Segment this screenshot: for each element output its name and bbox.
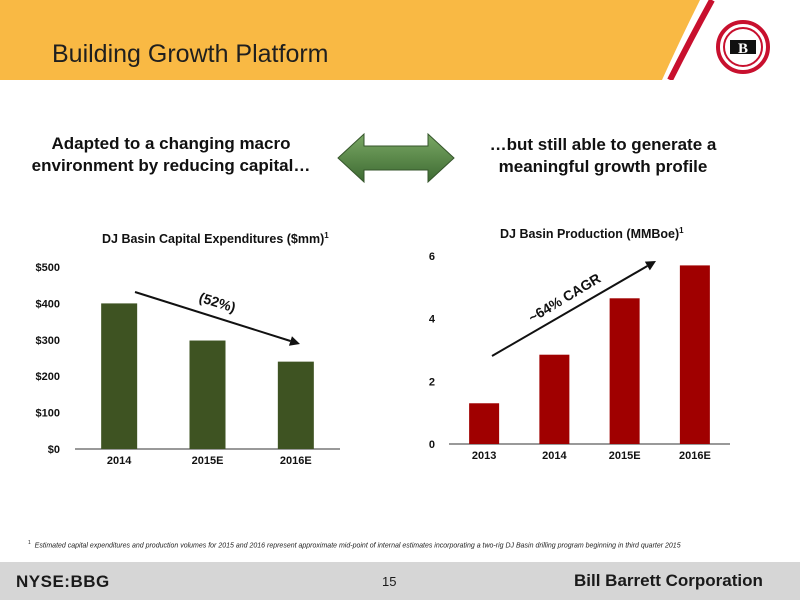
capex-xtick: 2016E (280, 455, 312, 467)
prod-ytick: 2 (429, 376, 435, 388)
logo-letter: B (738, 41, 748, 57)
capex-chart-title: DJ Basin Capital Expenditures ($mm)1 (102, 231, 329, 247)
capex-ytick: $400 (36, 298, 60, 310)
prod-bar (469, 403, 500, 444)
capex-ytick: $100 (36, 408, 60, 420)
capex-xtick: 2014 (107, 455, 132, 467)
production-chart-title: DJ Basin Production (MMBoe)1 (500, 226, 684, 242)
company-name: Bill Barrett Corporation (574, 571, 763, 590)
prod-trend-arrowhead (644, 261, 656, 271)
capex-ytick: $200 (36, 371, 60, 383)
prod-xtick: 2015E (609, 450, 641, 462)
prod-bar (679, 265, 710, 444)
prod-trend-arrow (491, 265, 648, 357)
capex-xtick: 2015E (192, 455, 224, 467)
left-statement: Adapted to a changing macro environment … (31, 134, 311, 175)
capex-trend-arrowhead (288, 336, 300, 346)
slide-title: Building Growth Platform (52, 40, 329, 68)
page-number: 15 (382, 574, 397, 589)
capex-ytick: $300 (36, 335, 60, 347)
capex-bar (189, 340, 226, 449)
stock-ticker: NYSE:BBG (16, 572, 110, 591)
prod-annotation: ~64% CAGR (525, 270, 603, 326)
prod-xtick: 2016E (679, 450, 711, 462)
prod-ytick: 4 (429, 314, 436, 326)
prod-xtick: 2014 (542, 450, 567, 462)
header-bar: Building Growth Platform (0, 0, 800, 80)
right-statement: …but still able to generate a meaningful… (489, 135, 717, 176)
capex-annotation: (52%) (197, 289, 237, 315)
prod-bar (609, 298, 640, 444)
prod-bar (539, 354, 570, 444)
capex-ytick: $500 (36, 262, 60, 274)
capex-bar (277, 361, 314, 449)
capex-ytick: $0 (48, 444, 60, 456)
footer-bar: NYSE:BBG 15 Bill Barrett Corporation (0, 562, 800, 600)
prod-ytick: 0 (429, 439, 435, 451)
capex-trend-arrow (134, 291, 291, 342)
prod-xtick: 2013 (472, 450, 496, 462)
prod-ytick: 6 (429, 251, 435, 263)
double-arrow-icon (337, 132, 455, 184)
company-logo: B (716, 20, 770, 74)
footnote: 1 Estimated capital expenditures and pro… (28, 540, 681, 550)
capex-bar (101, 303, 138, 449)
